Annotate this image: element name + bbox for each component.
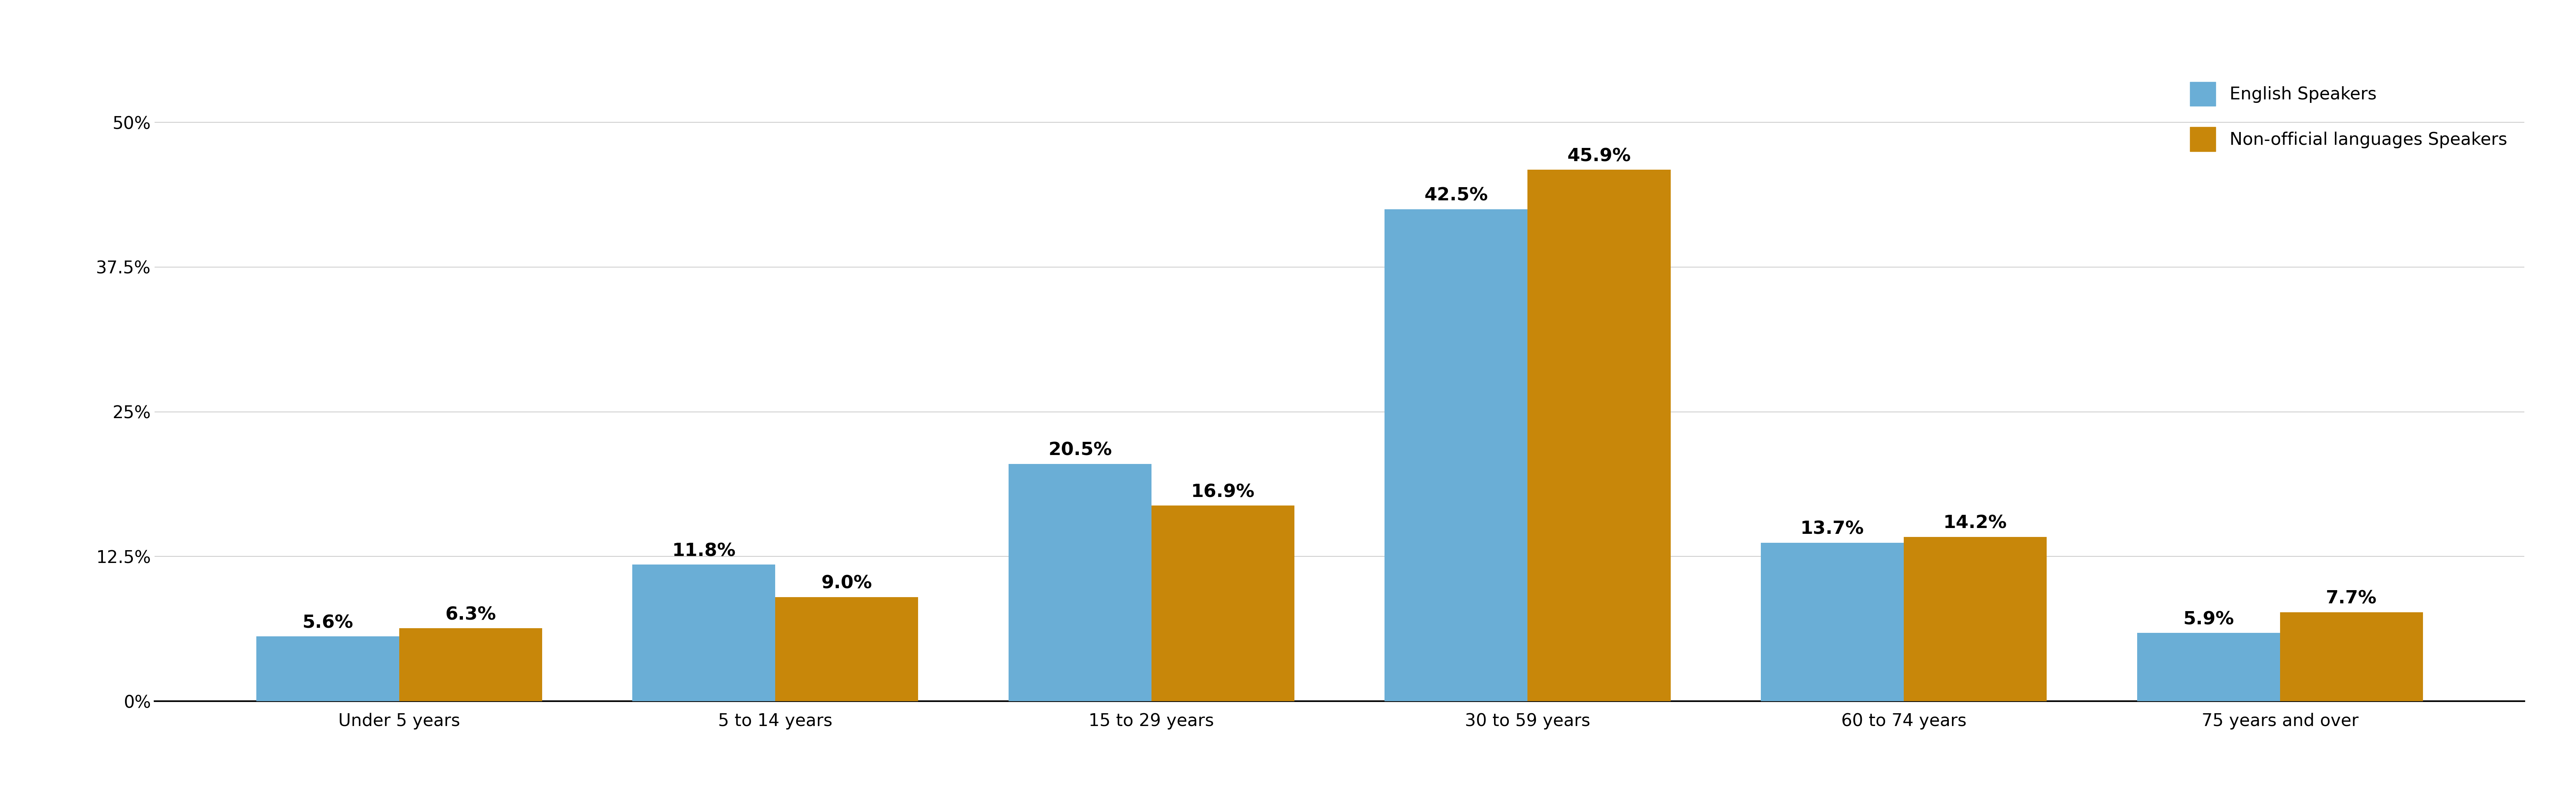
Text: 9.0%: 9.0% — [822, 575, 873, 592]
Text: 16.9%: 16.9% — [1190, 484, 1255, 501]
Text: 45.9%: 45.9% — [1566, 147, 1631, 165]
Text: 42.5%: 42.5% — [1425, 187, 1489, 205]
Bar — [1007, 464, 1151, 701]
Text: 13.7%: 13.7% — [1801, 521, 1865, 538]
Legend: English Speakers, Non-official languages Speakers: English Speakers, Non-official languages… — [2182, 73, 2517, 160]
Bar — [2280, 612, 2424, 701]
Text: 5.6%: 5.6% — [301, 614, 353, 632]
Text: 11.8%: 11.8% — [672, 542, 737, 560]
Bar — [2138, 633, 2280, 701]
Bar — [631, 565, 775, 701]
Text: 7.7%: 7.7% — [2326, 590, 2378, 608]
Bar — [1904, 537, 2048, 701]
Bar — [1386, 210, 1528, 701]
Bar — [1762, 542, 1904, 701]
Bar — [1528, 170, 1672, 701]
Text: 5.9%: 5.9% — [2182, 611, 2233, 629]
Text: 6.3%: 6.3% — [446, 606, 497, 624]
Bar — [255, 637, 399, 701]
Bar — [1151, 505, 1293, 701]
Text: 14.2%: 14.2% — [1942, 515, 2007, 532]
Bar — [775, 597, 917, 701]
Bar — [399, 629, 541, 701]
Text: 20.5%: 20.5% — [1048, 442, 1113, 459]
